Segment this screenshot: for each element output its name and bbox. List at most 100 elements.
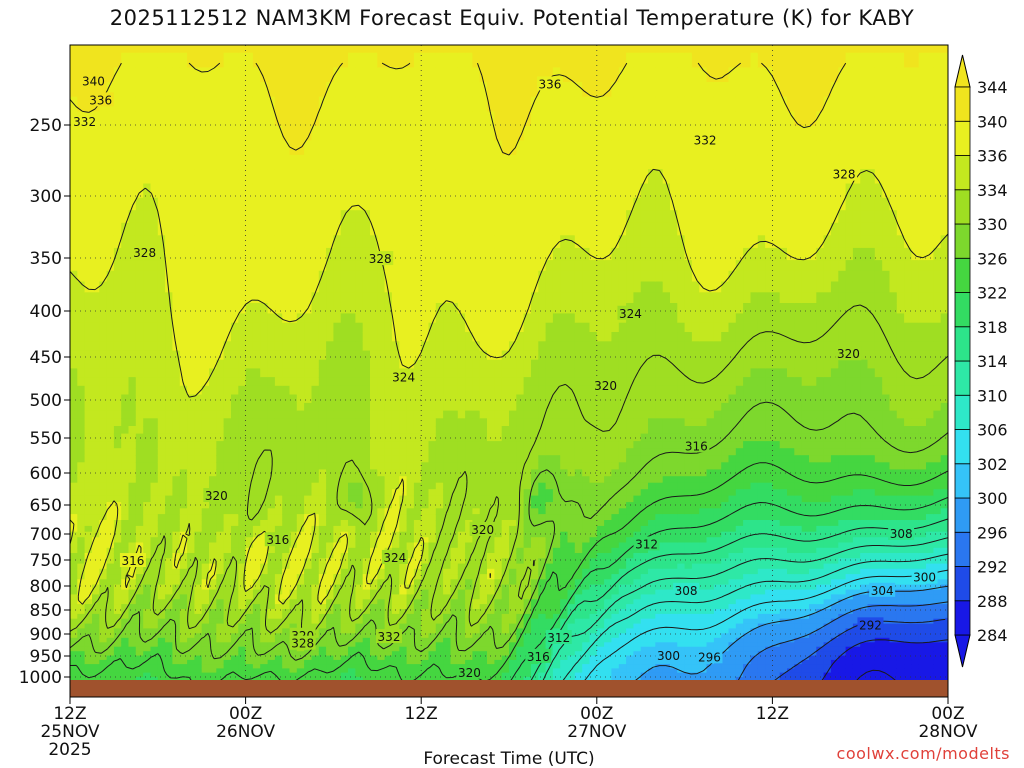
field-cell xyxy=(99,589,108,596)
field-cell xyxy=(326,655,334,661)
field-cell xyxy=(172,377,181,387)
field-cell xyxy=(245,547,254,554)
field-cell xyxy=(348,341,356,352)
field-cell xyxy=(209,637,217,643)
field-cell xyxy=(282,655,291,661)
field-cell xyxy=(501,563,510,570)
field-cell xyxy=(406,247,415,261)
field-cell xyxy=(282,579,291,586)
field-cell xyxy=(326,210,334,224)
field-cell xyxy=(201,525,210,533)
field-cell xyxy=(472,126,481,141)
field-cell xyxy=(216,385,225,396)
field-cell xyxy=(384,563,393,570)
field-cell xyxy=(165,553,173,559)
field-cell xyxy=(465,628,473,634)
field-cell xyxy=(252,368,261,378)
field-cell xyxy=(370,418,378,427)
field-cell xyxy=(223,520,232,527)
field-cell xyxy=(355,426,364,435)
field-cell xyxy=(121,260,130,272)
field-cell xyxy=(121,402,130,412)
field-cell xyxy=(231,433,239,442)
field-cell xyxy=(106,574,115,580)
field-cell xyxy=(355,547,364,554)
field-cell xyxy=(487,589,495,596)
field-cell xyxy=(333,672,342,678)
field-cell xyxy=(201,260,210,272)
field-cell xyxy=(157,260,166,272)
field-cell xyxy=(92,651,100,657)
field-cell xyxy=(209,455,217,463)
field-cell xyxy=(501,664,510,669)
field-cell xyxy=(384,235,393,249)
field-cell xyxy=(296,623,305,630)
field-cell xyxy=(465,67,473,83)
field-cell xyxy=(479,668,488,674)
field-cell xyxy=(487,418,495,427)
field-cell xyxy=(457,462,466,470)
field-cell xyxy=(340,609,349,615)
field-cell xyxy=(355,67,364,83)
field-cell xyxy=(435,646,444,652)
field-cell xyxy=(296,651,305,657)
field-cell xyxy=(179,426,188,435)
field-cell xyxy=(472,183,481,199)
field-cell xyxy=(245,247,254,261)
field-cell xyxy=(340,563,349,570)
field-cell xyxy=(238,628,247,634)
field-cell xyxy=(201,668,210,674)
field-cell xyxy=(289,594,298,600)
field-cell xyxy=(333,82,342,98)
field-cell xyxy=(450,455,459,463)
field-cell xyxy=(428,222,437,236)
field-cell xyxy=(99,402,108,412)
field-cell xyxy=(377,45,386,54)
field-cell xyxy=(443,633,451,639)
field-cell xyxy=(92,140,100,156)
field-cell xyxy=(296,410,305,419)
field-cell xyxy=(333,558,342,565)
field-cell xyxy=(318,558,327,565)
field-cell xyxy=(238,672,247,678)
field-cell xyxy=(172,563,181,570)
field-cell xyxy=(282,111,291,127)
field-cell xyxy=(165,574,173,580)
field-cell xyxy=(443,322,451,333)
field-cell xyxy=(421,281,430,293)
field-cell xyxy=(479,594,488,600)
field-cell xyxy=(399,520,408,527)
field-cell xyxy=(450,394,459,404)
field-cell xyxy=(223,599,232,605)
field-cell xyxy=(267,628,276,634)
field-cell xyxy=(289,579,298,586)
field-cell xyxy=(92,642,100,648)
field-cell xyxy=(318,579,327,586)
field-cell xyxy=(187,433,195,442)
field-cell xyxy=(450,514,459,521)
field-cell xyxy=(201,111,210,127)
field-cell xyxy=(245,394,254,404)
field-cell xyxy=(391,281,400,293)
field-cell xyxy=(179,455,188,463)
field-cell xyxy=(465,247,473,261)
field-cell xyxy=(252,332,261,342)
field-cell xyxy=(501,426,510,435)
field-cell xyxy=(318,368,327,378)
field-cell xyxy=(421,514,430,521)
field-cell xyxy=(399,594,408,600)
field-cell xyxy=(465,633,473,639)
field-cell xyxy=(443,537,451,544)
field-cell xyxy=(150,514,159,521)
field-cell xyxy=(296,448,305,456)
field-cell xyxy=(465,126,473,141)
field-cell xyxy=(479,341,488,352)
field-cell xyxy=(106,633,115,639)
field-cell xyxy=(494,604,503,610)
field-cell xyxy=(187,489,195,497)
field-cell xyxy=(201,197,210,211)
field-cell xyxy=(179,558,188,565)
field-cell xyxy=(318,222,327,236)
field-cell xyxy=(135,303,144,314)
field-cell xyxy=(406,448,415,456)
